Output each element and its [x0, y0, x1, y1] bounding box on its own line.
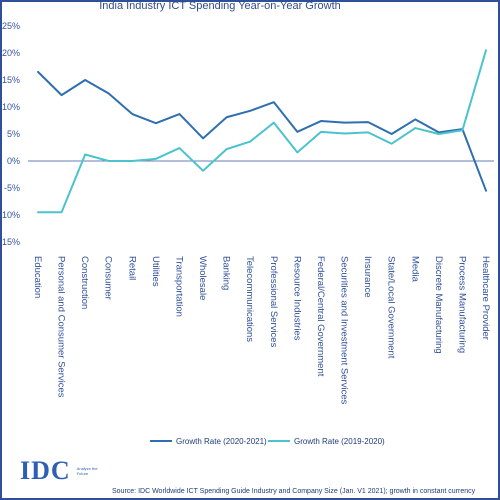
- chart-title: India Industry ICT Spending Year-on-Year…: [99, 0, 341, 12]
- x-category-label: Personal and Consumer Services: [56, 256, 67, 398]
- series-line-2020-2021: [37, 70, 487, 192]
- source-note: Source: IDC Worldwide ICT Spending Guide…: [112, 488, 476, 495]
- x-category-label: Transportation: [173, 256, 184, 317]
- legend-label: Growth Rate (2020-2021): [176, 437, 267, 446]
- y-tick-label: 15%: [2, 75, 20, 85]
- y-tick-label: 5%: [7, 129, 20, 139]
- x-category-label: Professional Services: [268, 256, 279, 348]
- y-tick-label: 0%: [7, 156, 20, 166]
- x-category-label: State/Local Government: [386, 256, 397, 359]
- x-category-label: Wholesale: [197, 256, 208, 300]
- x-category-label: Resource Industries: [291, 256, 302, 341]
- x-category-label: Healthcare Provider: [480, 256, 491, 340]
- y-tick-label: 20%: [2, 48, 20, 58]
- x-category-label: Discrete Manufacturing: [433, 256, 444, 354]
- x-category-label: Consumer: [103, 256, 114, 300]
- y-tick-label: -5%: [4, 183, 20, 193]
- x-category-label: Education: [32, 256, 43, 298]
- logo-mark: IDC: [20, 456, 71, 485]
- x-category-label: Utilities: [150, 256, 161, 287]
- x-category-label: Federal/Central Government: [315, 256, 326, 377]
- idc-logo: IDC Analyze the Future: [20, 456, 103, 486]
- x-category-label: Telecommunications: [244, 256, 255, 342]
- y-tick-label: 25%: [2, 21, 20, 31]
- x-category-label: Banking: [221, 256, 232, 290]
- x-category-label: Construction: [79, 256, 90, 309]
- x-category-label: Retail: [126, 256, 137, 280]
- y-tick-label: 10%: [2, 102, 20, 112]
- x-category-label: Insurance: [362, 256, 373, 298]
- y-tick-label: -10%: [0, 210, 20, 220]
- x-category-label: Securities and Investment Services: [339, 256, 350, 405]
- logo-tagline: Analyze the Future: [76, 466, 98, 476]
- legend-label: Growth Rate (2019-2020): [294, 437, 385, 446]
- y-tick-label: -15%: [0, 237, 20, 247]
- x-category-label: Media: [409, 256, 420, 283]
- series-line-2019-2020: [37, 49, 487, 214]
- x-category-label: Process Manufacturing: [456, 256, 467, 353]
